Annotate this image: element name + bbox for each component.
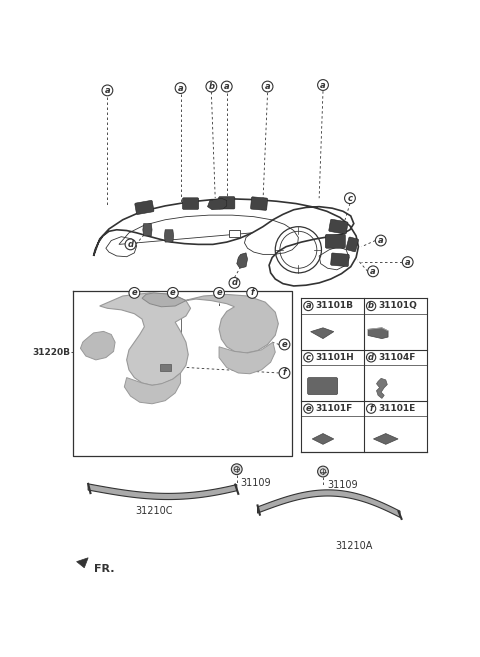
Circle shape <box>279 339 290 350</box>
Text: 31101B: 31101B <box>315 302 353 311</box>
FancyBboxPatch shape <box>219 196 235 209</box>
Text: a: a <box>306 302 311 311</box>
Text: e: e <box>216 288 222 298</box>
Text: 31101H: 31101H <box>315 353 354 362</box>
FancyBboxPatch shape <box>182 198 199 210</box>
FancyBboxPatch shape <box>346 237 359 252</box>
Polygon shape <box>368 328 388 338</box>
Text: a: a <box>224 82 229 91</box>
Circle shape <box>175 83 186 93</box>
Polygon shape <box>88 484 237 499</box>
Polygon shape <box>258 490 400 517</box>
Text: 31210C: 31210C <box>135 506 172 516</box>
Circle shape <box>125 239 136 250</box>
Text: d: d <box>128 240 133 249</box>
Text: b: b <box>208 82 215 91</box>
Text: e: e <box>170 288 176 298</box>
FancyBboxPatch shape <box>135 200 154 214</box>
Text: c: c <box>348 194 352 203</box>
FancyBboxPatch shape <box>331 253 349 267</box>
Circle shape <box>367 302 376 311</box>
Text: a: a <box>405 258 410 267</box>
Text: f: f <box>251 288 254 298</box>
Polygon shape <box>100 293 191 385</box>
Circle shape <box>221 81 232 92</box>
FancyBboxPatch shape <box>329 219 348 234</box>
Text: a: a <box>178 83 183 93</box>
Text: f: f <box>369 404 373 413</box>
Text: 31109: 31109 <box>240 478 271 488</box>
Polygon shape <box>142 293 186 307</box>
Circle shape <box>279 367 290 378</box>
Circle shape <box>304 353 313 362</box>
Circle shape <box>129 288 140 298</box>
FancyBboxPatch shape <box>308 378 337 395</box>
FancyBboxPatch shape <box>325 235 345 248</box>
Text: e: e <box>132 288 137 298</box>
Circle shape <box>367 404 376 413</box>
Circle shape <box>345 193 355 204</box>
Circle shape <box>368 266 378 277</box>
Text: a: a <box>265 82 270 91</box>
Text: e: e <box>282 340 288 349</box>
Text: d: d <box>231 279 238 287</box>
Text: d: d <box>368 353 374 362</box>
Text: 31104F: 31104F <box>378 353 415 362</box>
Circle shape <box>367 353 376 362</box>
Circle shape <box>168 288 178 298</box>
Polygon shape <box>77 558 88 568</box>
Polygon shape <box>237 253 248 268</box>
Circle shape <box>229 277 240 288</box>
Polygon shape <box>184 294 278 353</box>
Polygon shape <box>124 373 180 404</box>
Text: FR.: FR. <box>94 564 114 574</box>
Circle shape <box>318 466 328 477</box>
Text: e: e <box>306 404 311 413</box>
Text: a: a <box>105 86 110 95</box>
Text: 31210A: 31210A <box>335 541 372 551</box>
Text: b: b <box>368 302 374 311</box>
Polygon shape <box>81 331 115 360</box>
Text: f: f <box>283 369 286 378</box>
Circle shape <box>402 257 413 267</box>
Circle shape <box>247 288 258 298</box>
Polygon shape <box>311 328 334 338</box>
Circle shape <box>231 464 242 474</box>
Circle shape <box>206 81 217 92</box>
Circle shape <box>304 404 313 413</box>
Polygon shape <box>219 342 275 374</box>
FancyBboxPatch shape <box>251 197 267 210</box>
Polygon shape <box>164 230 174 242</box>
Text: 31101Q: 31101Q <box>378 302 417 311</box>
Circle shape <box>102 85 113 96</box>
Polygon shape <box>376 378 387 398</box>
Polygon shape <box>207 198 227 210</box>
Text: 31101F: 31101F <box>315 404 352 413</box>
Polygon shape <box>312 434 334 444</box>
Circle shape <box>262 81 273 92</box>
Polygon shape <box>143 223 152 236</box>
Text: a: a <box>378 236 384 245</box>
Circle shape <box>304 302 313 311</box>
Text: 31220B: 31220B <box>33 348 71 357</box>
Circle shape <box>318 79 328 91</box>
Text: a: a <box>370 267 376 276</box>
FancyBboxPatch shape <box>160 364 170 371</box>
Polygon shape <box>373 434 398 444</box>
Circle shape <box>214 288 225 298</box>
Text: a: a <box>320 81 326 89</box>
Text: c: c <box>306 353 311 362</box>
Polygon shape <box>94 199 359 286</box>
Text: 31109: 31109 <box>327 480 358 490</box>
Text: 31101E: 31101E <box>378 404 415 413</box>
Circle shape <box>375 235 386 246</box>
FancyBboxPatch shape <box>229 230 240 237</box>
